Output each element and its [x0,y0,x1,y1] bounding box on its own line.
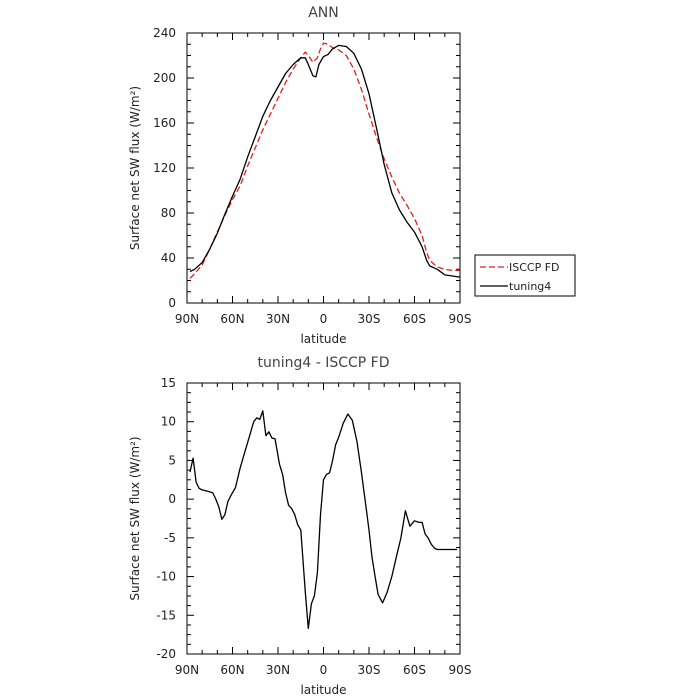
x-tick-label: 60N [220,312,244,326]
x-tick-label: 90N [175,663,199,677]
x-tick-label: 30N [266,663,290,677]
bottom-panel-plot-area: 90N 60N 30N 0 30S 60S 90S -20 -15 -10 -5 0 5 10 15 [156,376,471,677]
legend-box [474,254,576,297]
y-tick-label: 0 [168,296,176,310]
top-panel-y-axis-label: Surface net SW flux (W/m²) [128,86,142,250]
x-tick-label: 30N [266,312,290,326]
y-tick-label: 200 [153,71,176,85]
x-tick-label: 0 [320,312,328,326]
top-panel: ANN Surface net SW flux (W/m²) latitude … [128,5,576,346]
y-tick-label: 120 [153,161,176,175]
y-tick-label: 240 [153,26,176,40]
legend-entry-label: ISCCP FD [509,261,560,274]
x-tick-label: 90S [449,312,472,326]
x-tick-label: 0 [320,663,328,677]
series-line-tuning4 [189,44,461,278]
series-line-difference [189,410,457,630]
y-axis-label-text: Surface net SW flux (W/m²) [128,436,142,600]
top-panel-legend: ISCCP FD tuning4 [474,254,576,297]
plot-frame [186,382,461,655]
bottom-panel-y-axis-label: Surface net SW flux (W/m²) [128,436,142,600]
y-tick-label: -15 [156,608,176,622]
y-tick-label: -20 [156,647,176,661]
x-tick-label: 90S [449,663,472,677]
x-tick-label: 90N [175,312,199,326]
legend-entry-label: tuning4 [509,280,551,293]
plot-frame [186,32,461,304]
y-tick-label: -5 [164,531,176,545]
bottom-panel: tuning4 - ISCCP FD Surface net SW flux (… [128,355,471,697]
top-panel-plot-area: 90N 60N 30N 0 30S 60S 90S 0 40 80 120 160 200 240 [153,26,471,326]
x-tick-label: 60N [220,663,244,677]
y-tick-label: 5 [168,453,176,467]
bottom-panel-x-axis-label: latitude [300,683,346,697]
x-tick-label: 30S [358,312,381,326]
y-tick-label: 10 [161,415,176,429]
x-tick-label: 60S [403,312,426,326]
x-tick-label: 30S [358,663,381,677]
y-tick-label: 15 [161,376,176,390]
x-tick-label: 60S [403,663,426,677]
y-tick-label: -10 [156,570,176,584]
y-axis-label-text: Surface net SW flux (W/m²) [128,86,142,250]
bottom-panel-title: tuning4 - ISCCP FD [257,355,389,371]
top-panel-title: ANN [308,5,339,21]
y-tick-label: 80 [161,206,176,220]
series-line-isccp-fd [189,42,460,279]
y-tick-label: 160 [153,116,176,130]
y-tick-label: 0 [168,492,176,506]
y-tick-label: 40 [161,251,176,265]
top-panel-x-axis-label: latitude [300,332,346,346]
